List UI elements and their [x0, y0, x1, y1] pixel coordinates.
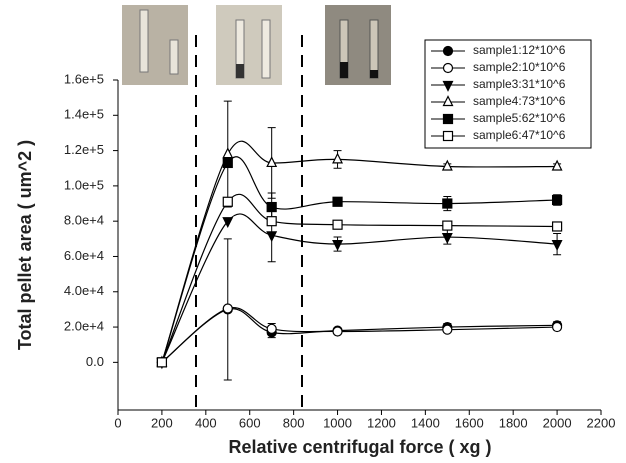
x-tick-label: 1600 — [455, 415, 484, 430]
legend-marker — [442, 113, 454, 125]
legend-marker — [442, 80, 454, 92]
x-tick-label: 200 — [151, 415, 173, 430]
point — [332, 152, 344, 164]
series-line — [161, 308, 558, 363]
legend-marker — [442, 130, 454, 142]
point — [441, 232, 453, 244]
legend-marker — [442, 95, 454, 107]
pellet — [370, 70, 378, 78]
point — [332, 196, 343, 207]
point — [266, 156, 278, 168]
x-tick-label: 1800 — [499, 415, 528, 430]
y-tick-label: 1.4e+5 — [64, 107, 104, 122]
point — [222, 217, 234, 229]
series-line — [161, 140, 558, 363]
photo — [216, 5, 282, 85]
y-tick-label: 8.0e+4 — [64, 213, 104, 228]
point — [332, 219, 343, 230]
x-tick-label: 1200 — [367, 415, 396, 430]
legend-marker — [442, 45, 454, 57]
y-tick-label: 1.2e+5 — [64, 142, 104, 157]
photos — [122, 5, 391, 85]
y-tick-label: 1.0e+5 — [64, 177, 104, 192]
legend: sample1:12*10^6 sample2:10*10^6 sample3:31… — [424, 39, 592, 149]
point — [442, 324, 453, 335]
series-line — [161, 156, 558, 363]
point — [442, 220, 453, 231]
tube — [139, 9, 149, 73]
point — [551, 194, 563, 206]
series-line — [161, 213, 558, 363]
pellet — [236, 64, 244, 78]
point — [266, 216, 277, 227]
legend-label: sample1:12*10^6 — [473, 43, 566, 57]
point — [222, 157, 233, 169]
y-tick-label: 2.0e+4 — [64, 318, 104, 333]
y-tick-label: 6.0e+4 — [64, 248, 104, 263]
point — [332, 326, 343, 337]
point — [266, 231, 278, 243]
point — [332, 240, 344, 251]
point — [222, 303, 233, 314]
series-line — [161, 307, 558, 363]
point — [266, 201, 277, 213]
legend-label: sample5:62*10^6 — [473, 111, 566, 125]
x-tick-label: 2000 — [543, 415, 572, 430]
point — [551, 221, 563, 232]
point — [222, 147, 234, 159]
photo — [325, 5, 391, 85]
x-tick-label: 800 — [283, 415, 305, 430]
series-line — [161, 193, 558, 363]
legend-label: sample2:10*10^6 — [473, 60, 566, 74]
point — [551, 321, 563, 333]
pellet — [340, 62, 348, 78]
y-tick-label: 0.0 — [86, 354, 104, 369]
legend-label: sample3:31*10^6 — [473, 77, 566, 91]
point — [156, 357, 168, 368]
x-tick-label: 1400 — [411, 415, 440, 430]
point — [442, 198, 453, 209]
legend-box — [424, 39, 592, 149]
point — [551, 159, 563, 171]
x-tick-label: 0 — [114, 415, 121, 430]
x-tick-label: 2200 — [587, 415, 616, 430]
legend-label: sample6:47*10^6 — [473, 128, 566, 142]
point — [441, 159, 453, 171]
x-tick-label: 1000 — [323, 415, 352, 430]
legend-marker — [442, 62, 454, 74]
x-tick-label: 600 — [239, 415, 261, 430]
x-tick-label: 400 — [195, 415, 217, 430]
tube — [261, 19, 271, 79]
y-axis-label: Total pellet area ( um^2 ) — [15, 140, 35, 350]
y-tick-label: 1.6e+5 — [64, 71, 104, 86]
legend-label: sample4:73*10^6 — [473, 94, 566, 108]
y-tick-label: 4.0e+4 — [64, 283, 104, 298]
point — [222, 196, 233, 207]
point — [266, 323, 277, 334]
x-axis-label: Relative centrifugal force ( xg ) — [228, 437, 491, 457]
tube — [169, 39, 179, 75]
point — [551, 240, 563, 251]
tube — [369, 19, 379, 79]
